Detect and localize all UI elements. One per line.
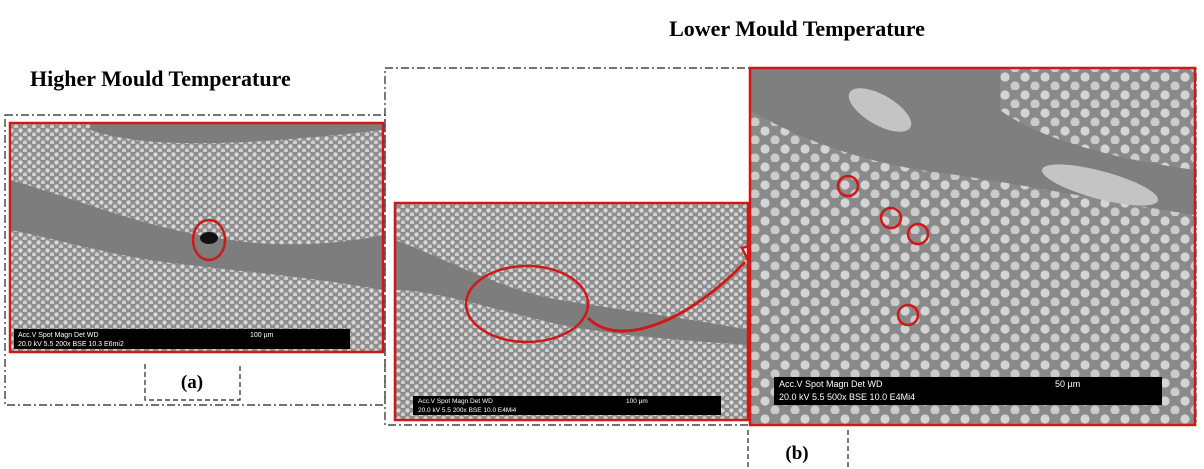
sem-header: Acc.V Spot Magn Det WD	[18, 332, 99, 339]
sem-settings: 20.0 kV 5.5 200x BSE 10.0 E4Mi4	[418, 407, 517, 414]
panel-label: (b)	[785, 443, 808, 464]
sem-image-b1	[395, 203, 770, 420]
title-lower: Lower Mould Temperature	[669, 16, 925, 41]
title-higher: Higher Mould Temperature	[30, 66, 291, 91]
sem-scale: 100 µm	[250, 332, 274, 339]
sem-settings: 20.0 kV 5.5 200x BSE 10.3 E6mi2	[18, 341, 124, 348]
sem-header: Acc.V Spot Magn Det WD	[418, 398, 493, 405]
sem-scale: 100 µm	[626, 398, 648, 405]
sem-image-a	[10, 123, 383, 352]
sem-image-b2	[750, 68, 1195, 425]
sem-header: Acc.V Spot Magn Det WD	[779, 379, 883, 389]
panel-label: (a)	[181, 372, 203, 393]
sem-settings: 20.0 kV 5.5 500x BSE 10.0 E4Mi4	[779, 392, 915, 402]
sem-scale: 50 µm	[1055, 379, 1080, 389]
figure: Lower Mould Temperature Higher Mould Tem…	[0, 0, 1204, 469]
